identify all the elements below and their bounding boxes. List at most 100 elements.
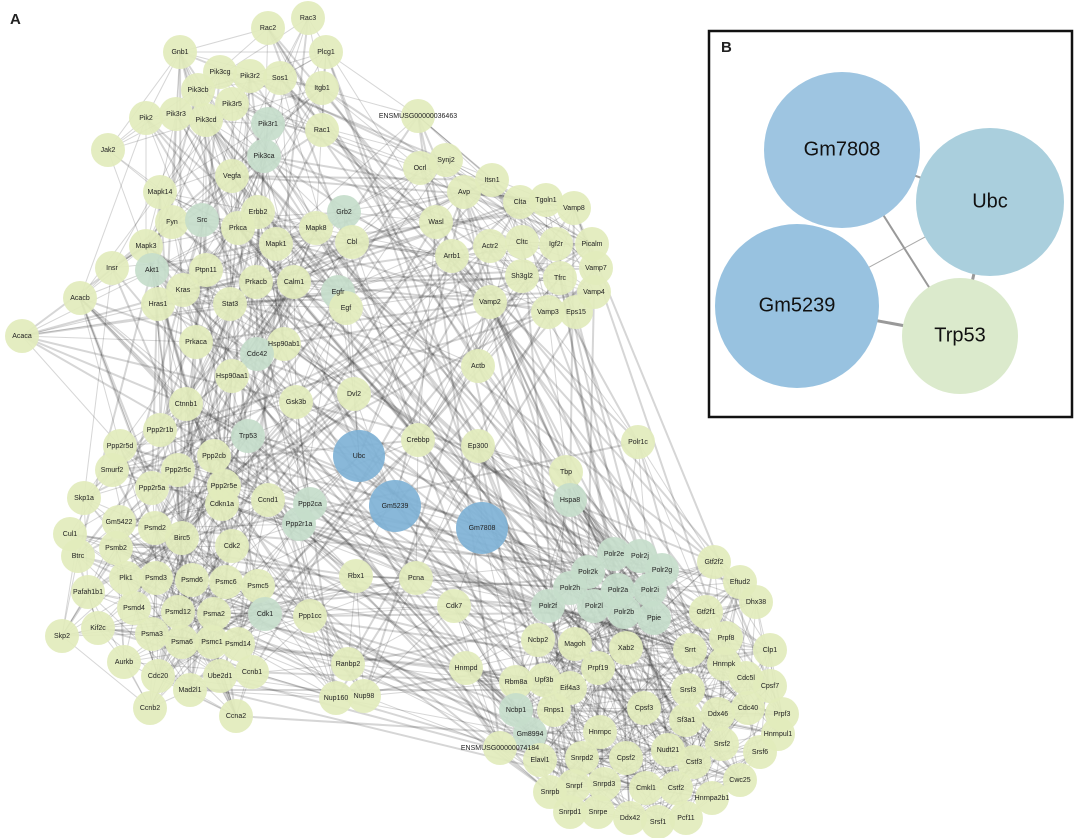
node-label: Hras1 bbox=[149, 301, 168, 308]
edge bbox=[256, 353, 311, 505]
node-label: Cdc5l bbox=[737, 675, 755, 682]
node-label: Prkca bbox=[229, 225, 247, 232]
node bbox=[505, 259, 539, 293]
node bbox=[709, 621, 743, 655]
node-label: Fyn bbox=[166, 219, 178, 226]
edge bbox=[111, 435, 249, 471]
node bbox=[689, 595, 723, 629]
node bbox=[161, 453, 195, 487]
edge bbox=[107, 51, 181, 151]
node-label: Srrt bbox=[684, 647, 695, 654]
edge bbox=[247, 435, 483, 529]
edge bbox=[363, 695, 501, 749]
edge bbox=[417, 115, 695, 763]
edge bbox=[263, 155, 677, 789]
node-label: Grb2 bbox=[336, 209, 352, 216]
edge bbox=[321, 87, 421, 169]
node-label: Psmd2 bbox=[144, 525, 166, 532]
node-label: Clp1 bbox=[763, 647, 778, 654]
node-label: Psmd12 bbox=[165, 609, 191, 616]
edge bbox=[213, 523, 300, 615]
edge bbox=[637, 441, 723, 745]
edge bbox=[264, 613, 747, 679]
edge bbox=[111, 275, 523, 471]
node-label: Birc5 bbox=[174, 535, 190, 542]
node-label: Srsf6 bbox=[752, 749, 768, 756]
node bbox=[333, 430, 385, 482]
edge bbox=[519, 201, 549, 313]
node-label: Pcf11 bbox=[677, 815, 694, 822]
edge bbox=[119, 435, 249, 447]
nodes: Rac2 Rac3 Gnb1 Plcg1 Pik3cg Pik3r2 Sos1 Pik3cb P… bbox=[5, 1, 799, 838]
edge bbox=[549, 667, 599, 793]
node-label: Pik3r5 bbox=[222, 101, 242, 108]
node-label: Gm8994 bbox=[517, 731, 544, 738]
edge bbox=[345, 159, 447, 309]
edge bbox=[415, 577, 549, 607]
node-label: Elavl1 bbox=[530, 757, 549, 764]
node-label: Eftud2 bbox=[730, 579, 750, 586]
node-label: Wasl bbox=[428, 219, 444, 226]
edge bbox=[335, 291, 595, 699]
node-label: Calm1 bbox=[284, 279, 304, 286]
node-label: Gnb1 bbox=[171, 49, 188, 56]
node bbox=[155, 205, 189, 239]
edge bbox=[283, 241, 353, 345]
edge bbox=[263, 155, 353, 243]
node-label: Pik2 bbox=[139, 115, 153, 122]
edge bbox=[231, 175, 493, 181]
node-label: Hspa8 bbox=[560, 497, 580, 504]
edge bbox=[182, 289, 269, 501]
node-label: Pik3cg bbox=[209, 69, 230, 76]
edge bbox=[363, 577, 417, 697]
node-label: Hnrnpul1 bbox=[764, 731, 793, 738]
node-label: Ppie bbox=[647, 615, 661, 622]
edge bbox=[555, 243, 687, 819]
node-label: Psma3 bbox=[141, 631, 163, 638]
node-label: Gm5422 bbox=[106, 519, 133, 526]
node-label: Jak2 bbox=[101, 147, 116, 154]
node-label: Actb bbox=[471, 363, 485, 370]
edge bbox=[363, 605, 455, 697]
node-label: Magoh bbox=[564, 641, 586, 648]
node-label: Ncbp1 bbox=[506, 707, 526, 714]
edge bbox=[155, 577, 266, 615]
edge bbox=[213, 343, 285, 457]
node-label: Psmc6 bbox=[215, 579, 237, 586]
edge bbox=[347, 611, 625, 665]
node bbox=[669, 703, 703, 737]
edge bbox=[599, 617, 655, 733]
node-label: Gsk3b bbox=[286, 399, 306, 406]
node bbox=[179, 325, 213, 359]
node-label: Ocrl bbox=[414, 165, 427, 172]
edge bbox=[335, 587, 571, 699]
node-label: Srsf3 bbox=[680, 687, 696, 694]
node bbox=[902, 278, 1018, 394]
node-label: Rac1 bbox=[314, 127, 330, 134]
node-label: Ccnd1 bbox=[258, 497, 278, 504]
edge bbox=[643, 707, 659, 823]
edge bbox=[21, 303, 159, 337]
edge bbox=[358, 455, 641, 557]
node-label: Clta bbox=[514, 199, 527, 206]
node-label: Cbl bbox=[347, 239, 358, 246]
node bbox=[189, 253, 223, 287]
node-label: Ccnb1 bbox=[242, 669, 262, 676]
node bbox=[215, 159, 249, 193]
node-label: Snrpb bbox=[541, 789, 560, 796]
node bbox=[173, 673, 207, 707]
node bbox=[553, 483, 587, 517]
node bbox=[61, 539, 95, 573]
node-label: Psmd14 bbox=[225, 641, 251, 648]
node bbox=[473, 285, 507, 319]
edge bbox=[61, 611, 179, 637]
edge bbox=[623, 611, 687, 721]
edge bbox=[649, 589, 725, 665]
edge bbox=[637, 441, 715, 563]
node bbox=[163, 35, 197, 69]
node-label: Dhx38 bbox=[746, 599, 766, 606]
node-label: Kif2c bbox=[90, 625, 106, 632]
edge bbox=[247, 435, 253, 673]
edge bbox=[643, 611, 707, 709]
node bbox=[263, 61, 297, 95]
